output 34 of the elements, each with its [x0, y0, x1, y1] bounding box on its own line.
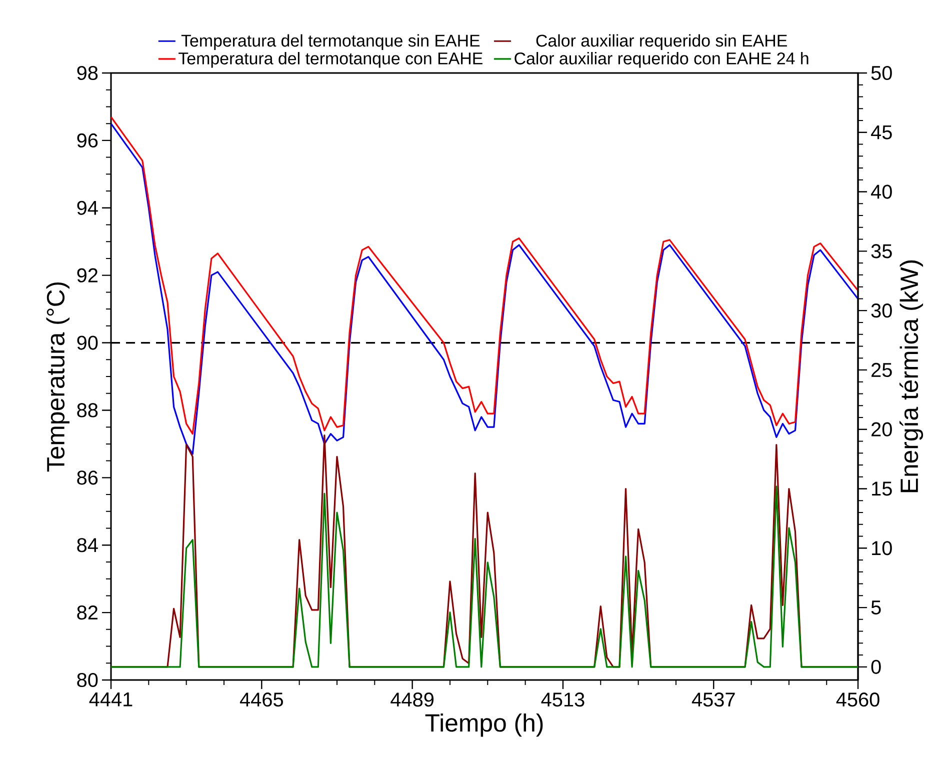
y2-tick-label: 5 [871, 600, 881, 614]
x-tick-label: 4465 [240, 692, 283, 707]
y-tick-label: 80 [77, 672, 98, 688]
y-tick-label: 86 [77, 470, 98, 485]
y-tick-label: 92 [77, 268, 98, 282]
y2-tick-label: 40 [870, 184, 892, 199]
legend-label: Calor auxiliar requerido con EAHE 24 h [514, 52, 808, 68]
y-tick-label: 98 [77, 66, 98, 80]
y2-tick-label: 25 [872, 362, 892, 378]
x-tick-label: 4513 [541, 692, 584, 707]
y-tick-label: 90 [77, 336, 98, 350]
y2-axis-title: Energía térmica (kW) [900, 260, 924, 492]
x-tick-label: 4537 [692, 692, 735, 707]
y-tick-label: 96 [77, 133, 98, 148]
legend-label: Temperatura del termotanque sin EAHE [181, 34, 480, 50]
legend-label: Calor auxiliar requerido sin EAHE [536, 34, 787, 50]
x-tick-label: 4441 [89, 692, 132, 706]
y-tick-label: 94 [77, 200, 98, 215]
y2-tick-label: 20 [872, 422, 892, 436]
legend-label: Temperatura del termotanque con EAHE [178, 52, 482, 68]
y2-tick-label: 50 [871, 66, 892, 80]
y2-tick-label: 45 [870, 125, 892, 140]
y-axis-title: Temperatura (°C) [46, 282, 70, 472]
y-tick-label: 88 [77, 403, 98, 418]
x-tick-label: 4560 [836, 692, 880, 707]
y2-tick-label: 10 [872, 541, 892, 556]
y2-tick-label: 30 [871, 304, 892, 318]
y2-tick-label: 15 [872, 482, 892, 496]
y-tick-label: 84 [77, 538, 98, 552]
y2-tick-label: 0 [871, 660, 881, 674]
x-tick-label: 4489 [390, 692, 434, 707]
y-tick-label: 82 [77, 606, 98, 620]
y2-tick-label: 35 [871, 244, 892, 258]
x-axis-title: Tiempo (h) [425, 713, 543, 737]
